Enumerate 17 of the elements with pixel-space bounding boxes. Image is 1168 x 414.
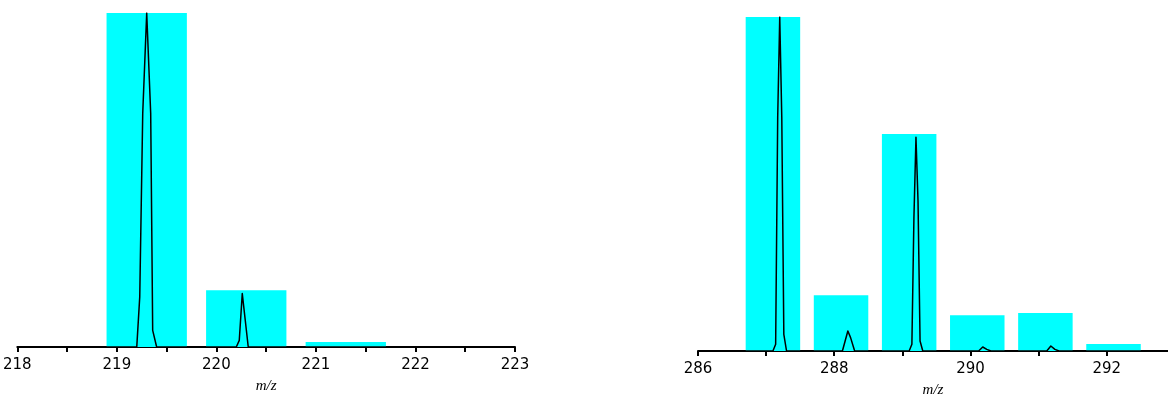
bar [950, 315, 1005, 351]
bar [881, 133, 937, 351]
x-axis-title: m/z [922, 380, 944, 397]
x-axis-title: m/z [255, 376, 277, 393]
x-tick-label: 288 [819, 358, 849, 377]
bar [1018, 312, 1073, 351]
bar [745, 17, 801, 351]
x-tick-label: 292 [1092, 358, 1122, 377]
x-tick-label: 222 [401, 354, 430, 373]
x-tick-label: 220 [202, 354, 231, 373]
x-tick-label: 221 [301, 354, 331, 373]
x-tick-label: 218 [2, 354, 32, 373]
x-tick-label: 290 [956, 358, 985, 377]
x-tick-label: 219 [102, 354, 132, 373]
bar [813, 295, 869, 351]
x-tick-label: 223 [500, 354, 530, 373]
x-tick-label: 286 [683, 358, 713, 377]
